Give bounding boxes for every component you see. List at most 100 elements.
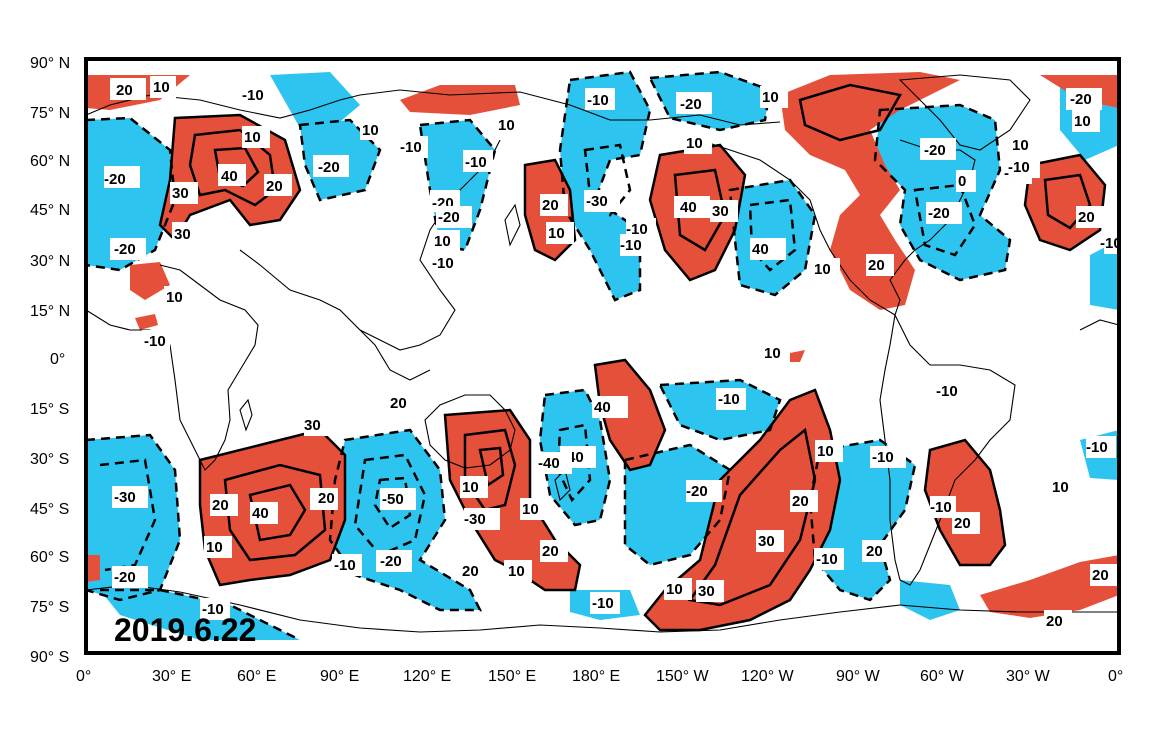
contour-label: -20 <box>924 142 946 159</box>
contour-label: 10 <box>166 289 183 306</box>
contour-label: 20 <box>266 178 283 195</box>
map-frame <box>84 57 1121 655</box>
contour-label: 20 <box>212 497 229 514</box>
contour-label: 20 <box>954 515 971 532</box>
contour-label: -10 <box>936 383 958 400</box>
contour-label: 30 <box>712 203 729 220</box>
contour-label: -10 <box>242 87 264 104</box>
lon-label: 90° E <box>320 668 359 685</box>
lat-label: 0° <box>50 351 65 368</box>
contour-label: -30 <box>464 511 486 528</box>
contour-label: 10 <box>434 233 451 250</box>
contour-label: 10 <box>1012 137 1029 154</box>
contour-label: -20 <box>114 569 136 586</box>
contour-label: -10 <box>432 255 454 272</box>
contour-label: 20 <box>116 82 133 99</box>
contour-label: -20 <box>680 96 702 113</box>
contour-label: 20 <box>792 493 809 510</box>
contour-label: 40 <box>252 505 269 522</box>
contour-label: 30 <box>174 226 191 243</box>
contour-label: -10 <box>592 595 614 612</box>
contour-label: 10 <box>686 135 703 152</box>
lat-label: 75° S <box>30 599 69 616</box>
contour-value-labels: 20 10 10 -20 -10 10 -10 -20 10 -10 -20 1… <box>104 76 1124 632</box>
contour-label: 30 <box>172 185 189 202</box>
contour-label: 40 <box>752 241 769 258</box>
contour-label: 20 <box>542 543 559 560</box>
contour-label: 10 <box>666 581 683 598</box>
contour-label: 20 <box>1046 613 1063 630</box>
lat-label: 45° N <box>30 202 70 219</box>
contour-label: -30 <box>586 193 608 210</box>
lat-label: 30° S <box>30 451 69 468</box>
lat-label: 60° N <box>30 153 70 170</box>
lon-label: 30° W <box>1006 668 1051 685</box>
lat-label: 30° N <box>30 253 70 270</box>
lat-label: 15° S <box>30 401 69 418</box>
contour-label: -10 <box>620 237 642 254</box>
contour-label: -20 <box>318 159 340 176</box>
lat-label: 75° N <box>30 105 70 122</box>
contour-label: -10 <box>202 601 224 618</box>
contour-label: 20 <box>1078 209 1095 226</box>
lon-label: 30° E <box>152 668 191 685</box>
contour-label: 20 <box>1092 567 1109 584</box>
contour-label: -20 <box>928 205 950 222</box>
contour-label: -20 <box>380 553 402 570</box>
contour-label: -20 <box>438 209 460 226</box>
contour-label: 10 <box>153 79 170 96</box>
contour-label: -10 <box>334 557 356 574</box>
contour-label: 40 <box>221 168 238 185</box>
lon-label: 180° E <box>572 668 620 685</box>
contour-label: -20 <box>686 483 708 500</box>
contour-label: -30 <box>114 489 136 506</box>
contour-label: -10 <box>930 499 952 516</box>
contour-label: 10 <box>522 501 539 518</box>
contour-label: 10 <box>462 479 479 496</box>
lat-label: 90° N <box>30 55 70 72</box>
contour-label: -10 <box>587 92 609 109</box>
contour-label: 20 <box>390 395 407 412</box>
contour-label: 10 <box>817 443 834 460</box>
contour-label: 20 <box>318 490 335 507</box>
contour-label: -20 <box>1070 91 1092 108</box>
lon-label: 60° E <box>237 668 276 685</box>
contour-label: 10 <box>1052 479 1069 496</box>
contour-label: -10 <box>816 551 838 568</box>
coastlines <box>85 74 1120 633</box>
lon-label: 0° <box>1108 668 1123 685</box>
lat-label: 15° N <box>30 303 70 320</box>
contour-label: 10 <box>764 345 781 362</box>
contour-label: 10 <box>508 563 525 580</box>
contour-label: -10 <box>1086 439 1108 456</box>
contour-label: -10 <box>1100 235 1122 252</box>
lon-label: 90° W <box>836 668 881 685</box>
contour-label: -10 <box>1008 159 1030 176</box>
lon-label: 120° W <box>741 668 795 685</box>
contour-label: -10 <box>400 139 422 156</box>
lon-label: 120° E <box>403 668 451 685</box>
lon-label: 150° E <box>488 668 536 685</box>
lat-label: 90° S <box>30 649 69 666</box>
lon-label: 0° <box>76 668 91 685</box>
contour-label: 40 <box>680 199 697 216</box>
lon-label: 60° W <box>920 668 965 685</box>
contour-label: 30 <box>304 417 321 434</box>
longitude-axis: 0° 30° E 60° E 90° E 120° E 150° E 180° … <box>76 668 1123 685</box>
contour-label: 10 <box>548 225 565 242</box>
map-area: 20 10 10 -20 -10 10 -10 -20 10 -10 -20 1… <box>84 57 1124 655</box>
contour-label: 20 <box>462 563 479 580</box>
lat-label: 60° S <box>30 549 69 566</box>
contour-label: 40 <box>594 399 611 416</box>
contour-label: 10 <box>498 117 515 134</box>
contour-label: -10 <box>872 449 894 466</box>
contour-label: 10 <box>362 122 379 139</box>
contour-label: 20 <box>866 543 883 560</box>
contour-label: 30 <box>698 583 715 600</box>
contour-label: -20 <box>114 241 136 258</box>
contour-label: -10 <box>718 391 740 408</box>
contour-label: 30 <box>758 533 775 550</box>
date-label: 2019.6.22 <box>114 612 257 648</box>
lon-label: 150° W <box>656 668 710 685</box>
